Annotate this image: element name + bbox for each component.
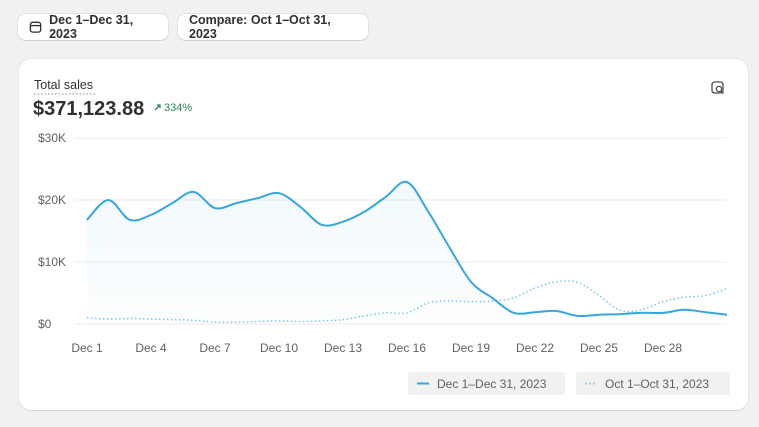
legend-label: Dec 1–Dec 31, 2023 — [437, 377, 547, 391]
compare-button[interactable]: Compare: Oct 1–Oct 31, 2023 — [178, 13, 368, 41]
calendar-icon — [29, 21, 42, 33]
y-tick-label: $30K — [38, 131, 66, 145]
sales-area — [87, 181, 727, 324]
trend-arrow — [154, 104, 161, 111]
x-tick-label: Dec 4 — [135, 341, 167, 355]
y-tick-label: $20K — [38, 193, 66, 207]
x-tick-label: Dec 28 — [644, 341, 682, 355]
x-tick-label: Dec 25 — [580, 341, 618, 355]
metric-title[interactable]: Total sales — [34, 78, 93, 92]
legend-item[interactable]: Dec 1–Dec 31, 2023 — [408, 372, 565, 395]
legend-box — [408, 372, 565, 395]
x-tick-label: Dec 16 — [388, 341, 426, 355]
legend-box — [576, 372, 730, 395]
x-tick-label: Dec 19 — [452, 341, 490, 355]
y-tick-label: $10K — [38, 255, 66, 269]
change-percent: 334% — [164, 102, 192, 114]
compare-text: Compare: Oct 1–Oct 31, 2023 — [189, 13, 331, 41]
x-tick-label: Dec 13 — [324, 341, 362, 355]
legend-label: Oct 1–Oct 31, 2023 — [605, 377, 709, 391]
x-tick-label: Dec 1 — [71, 341, 103, 355]
date-range-text: Dec 1–Dec 31, 2023 — [49, 13, 134, 41]
y-tick-label: $0 — [38, 317, 52, 331]
metric-value: $371,123.88 — [33, 98, 144, 120]
sales-line — [86, 180, 728, 318]
legend-item[interactable]: Oct 1–Oct 31, 2023 — [576, 372, 730, 395]
explore-icon[interactable] — [711, 81, 724, 94]
x-tick-label: Dec 7 — [199, 341, 231, 355]
chart: Total sales $371,123.88 334% $0 $10K $20K $… — [33, 78, 730, 395]
x-tick-label: Dec 10 — [260, 341, 298, 355]
sales-card: Total sales $371,123.88 334% $0 $10K $20K $… — [19, 59, 748, 410]
date-range-button[interactable]: Dec 1–Dec 31, 2023 — [18, 13, 168, 41]
x-tick-label: Dec 22 — [516, 341, 554, 355]
